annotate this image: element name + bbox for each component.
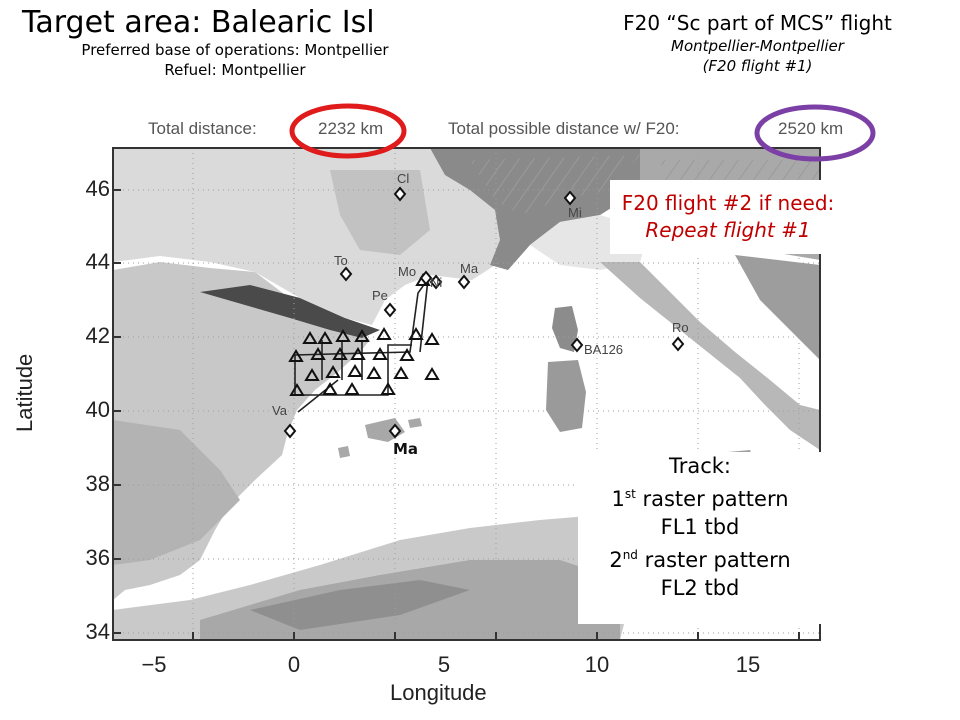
total-distance-value: 2232 km: [318, 119, 384, 138]
corsica: [552, 306, 578, 352]
italy-landmass: [600, 262, 820, 450]
total-distance-label: Total distance:: [148, 119, 257, 138]
x-tick-minus5: −5: [141, 652, 167, 677]
station-ni: Ni: [430, 275, 442, 290]
x-tick-0: 0: [287, 652, 301, 677]
x-tick-15: 15: [735, 652, 761, 677]
station-ro: Ro: [672, 320, 689, 335]
axis-ticks: [113, 189, 800, 640]
station-pe: Pe: [372, 288, 388, 303]
y-tick-36: 36: [85, 545, 110, 570]
total-distance-highlight: [289, 103, 407, 159]
station-markers: [283, 186, 685, 439]
track-line-2: FL1 tbd: [660, 515, 740, 539]
y-tick-46: 46: [85, 176, 110, 201]
track-line-3: 2nd raster pattern: [609, 548, 791, 572]
y-tick-40: 40: [85, 397, 110, 422]
target-area-title: Target area: Balearic Isl: [22, 5, 375, 40]
raster-waypoints: [288, 273, 440, 396]
y-tick-38: 38: [85, 471, 110, 496]
station-cl: Cl: [397, 171, 409, 186]
station-ba126: BA126: [584, 342, 623, 357]
refuel-location: Refuel: Montpellier: [164, 61, 306, 79]
y-tick-44: 44: [85, 249, 110, 274]
station-mo: Mo: [398, 264, 416, 279]
flight-header: F20 “Sc part of MCS” flight Montpellier-…: [560, 10, 955, 76]
possible-distance-value: 2520 km: [778, 119, 844, 138]
x-tick-5: 5: [437, 652, 451, 677]
y-tick-42: 42: [85, 323, 110, 348]
possible-distance-highlight: [754, 104, 876, 162]
track-heading: Track:: [668, 454, 732, 478]
base-of-operations: Preferred base of operations: Montpellie…: [81, 41, 389, 59]
station-va: Va: [272, 403, 288, 418]
flight-route: Montpellier-Montpellier: [671, 37, 844, 55]
track-description: Track: 1st raster pattern FL1 tbd 2nd ra…: [578, 452, 822, 624]
x-tick-10: 10: [584, 652, 610, 677]
possible-distance-label: Total possible distance w/ F20:: [448, 119, 680, 138]
station-to: To: [334, 253, 348, 268]
station-ma: Ma: [460, 261, 479, 276]
plot-frame: [112, 147, 821, 641]
mallorca-label: Ma: [393, 440, 419, 458]
sardinia: [546, 360, 586, 432]
flight-number: (F20 flight #1): [702, 57, 813, 75]
x-axis-label: Longitude: [390, 680, 487, 705]
track-line-1: 1st raster pattern: [611, 487, 789, 511]
target-area-header: Target area: Balearic Isl Preferred base…: [10, 6, 460, 80]
flight2-callout: F20 flight #2 if need: Repeat flight #1: [610, 180, 846, 254]
y-axis-label: Latitude: [12, 353, 37, 432]
callout-line1: F20 flight #2 if need:: [621, 191, 835, 215]
station-code-labels: Cl To Mo Ni Ma Pe Mi Ro BA126 Va: [272, 171, 689, 418]
pyrenees: [200, 285, 380, 338]
station-mi: Mi: [568, 205, 582, 220]
track-line-4: FL2 tbd: [660, 576, 740, 600]
flight-title: F20 “Sc part of MCS” flight: [623, 11, 892, 35]
y-tick-34: 34: [85, 619, 110, 644]
callout-line2: Repeat flight #1: [645, 218, 811, 242]
france-landmass: [113, 148, 530, 325]
